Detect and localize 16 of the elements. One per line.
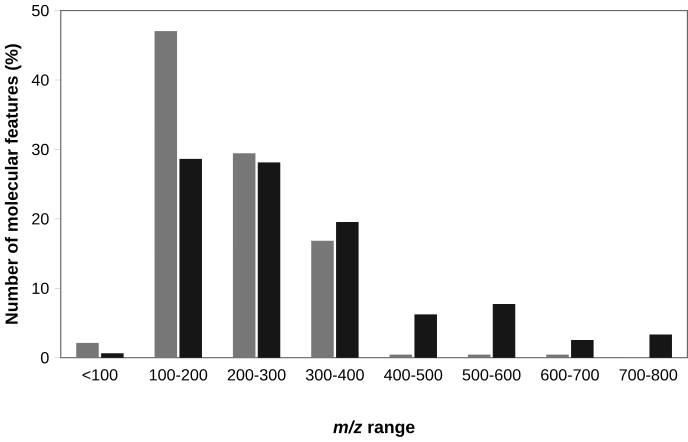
x-tick-label: 600-700 (541, 369, 599, 381)
y-tick-label: 0 (40, 352, 49, 364)
x-tick-label: <100 (82, 369, 118, 381)
y-tick-label: 40 (32, 74, 49, 86)
x-tick-label: 100-200 (150, 369, 208, 381)
y-tick-label: 10 (32, 282, 49, 294)
x-tick-label: 700-800 (619, 369, 678, 381)
x-tick-label: 300-400 (306, 369, 364, 381)
y-axis-title: Number of molecular features (%) (4, 44, 22, 324)
y-tick-label: 50 (32, 5, 49, 16)
y-tick-label: 30 (32, 144, 49, 156)
x-axis-title: m/z range (333, 420, 415, 437)
y-tick-label: 20 (32, 213, 49, 225)
x-tick-label: 500-600 (462, 369, 521, 381)
x-tick-label: 400-500 (384, 369, 442, 381)
x-tick-label: 200-300 (228, 369, 286, 381)
